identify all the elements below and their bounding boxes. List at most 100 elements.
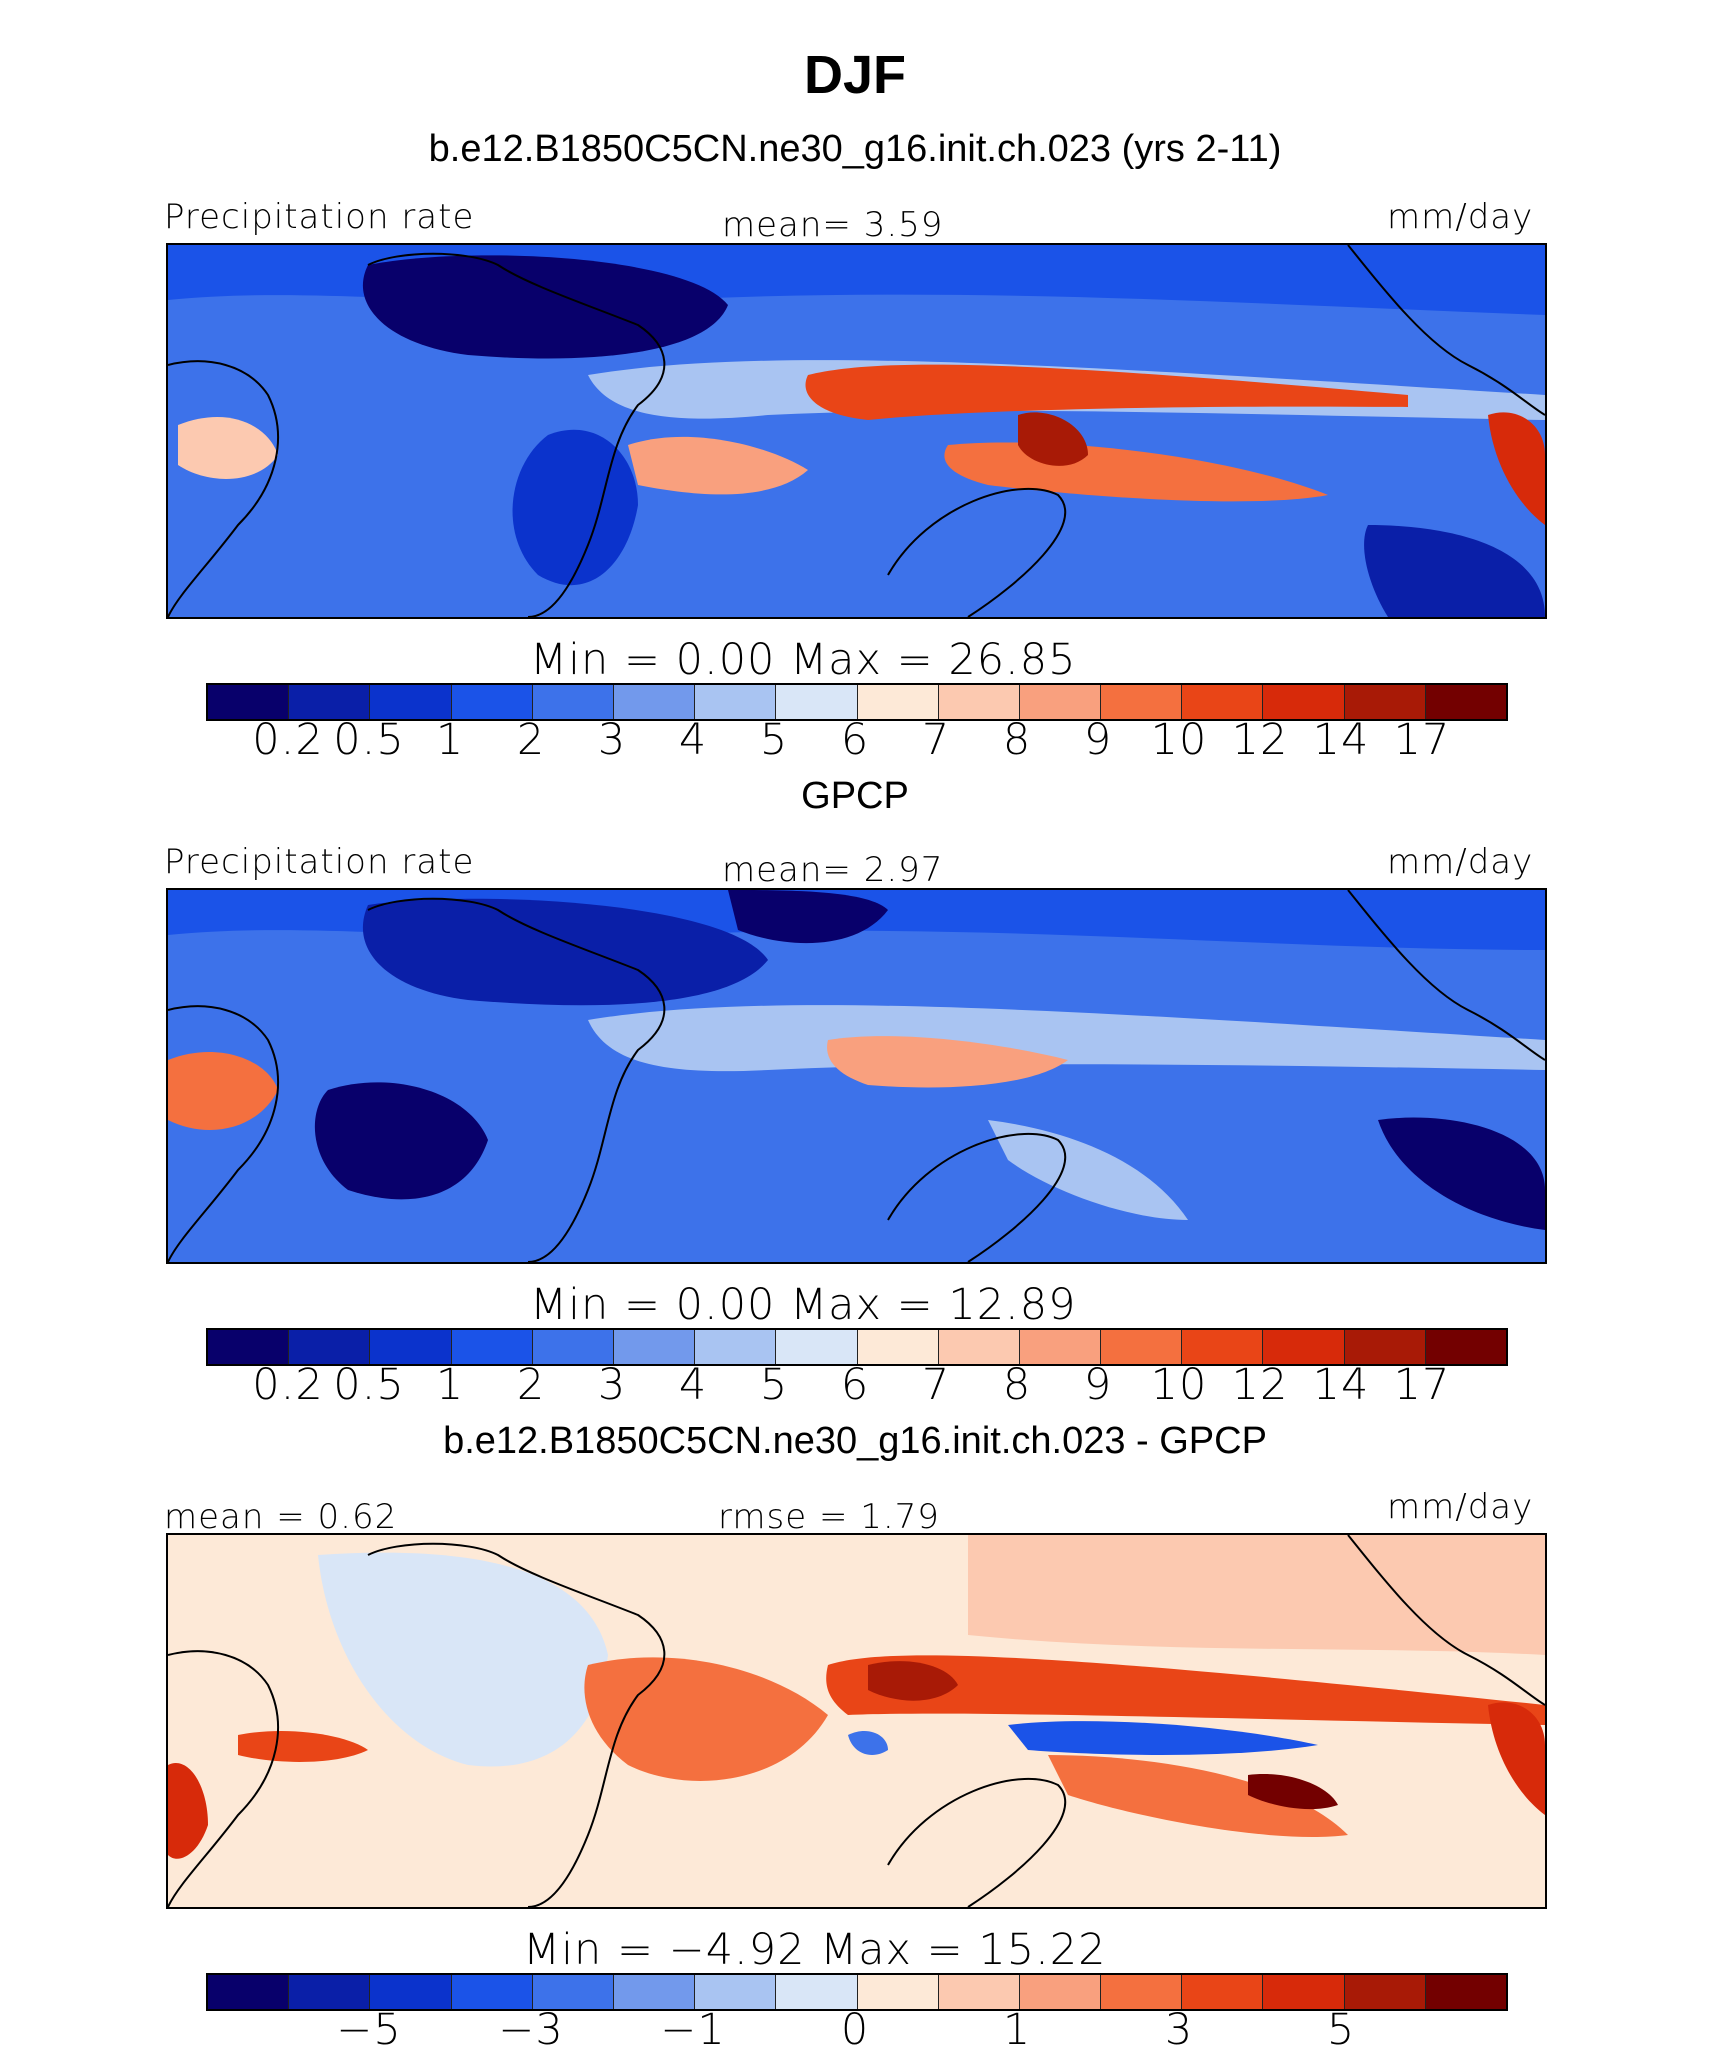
panel-2-arabia-dry [728,890,888,944]
panel-3-coastlines [168,1535,1545,1907]
panel-2-colorbar [206,1328,1508,1366]
panel-3-colorbar [206,1973,1508,2011]
panel-3-maritime-peak [868,1661,958,1701]
colorbar-tick: 17 [1393,1360,1451,1410]
colorbar-tick: 0 [840,2005,870,2055]
panel-3-africa-coast [367,1542,666,1907]
panel-1-coastlines [168,245,1545,617]
panel-3-spcz-wet-bias [1048,1755,1348,1837]
panel-3-spcz-peak [1248,1774,1338,1810]
panel-2-south-america-coast [168,1005,279,1262]
panel-1-colorbar-ticks: 0.2 0.5 1 2 3 4 5 6 7 8 9 10 12 14 17 [0,715,1710,770]
colorbar-segment [1263,1330,1345,1364]
colorbar-segment [1425,1975,1506,2009]
panel-3-sea-dry-spot [848,1730,888,1755]
colorbar-segment [1182,1975,1264,2009]
colorbar-tick: 3 [1164,2005,1194,2055]
colorbar-tick: 4 [678,715,708,765]
colorbar-segment [776,1330,858,1364]
panel-1-units-label: mm/day [1387,197,1534,237]
panel-2-spcz-light [988,1120,1188,1220]
colorbar-tick: 7 [921,1360,951,1410]
colorbar-segment [1101,1330,1183,1364]
colorbar-segment [1425,1330,1506,1364]
colorbar-segment [1101,1975,1183,2009]
panel-2-sahara-dry-zone [362,898,768,1006]
colorbar-segment [1182,685,1264,719]
colorbar-segment [451,685,533,719]
colorbar-segment [1425,685,1506,719]
panel-2-variable-label: Precipitation rate [164,842,475,882]
colorbar-tick: −3 [498,2005,564,2055]
panel-3-north-pacific-wet [968,1535,1545,1655]
colorbar-segment [208,685,290,719]
colorbar-segment [776,1975,858,2009]
panel-2-title: GPCP [801,775,909,817]
colorbar-tick: 2 [516,1360,546,1410]
colorbar-tick: 5 [759,715,789,765]
panel-3-itcz-wet-bias [826,1655,1545,1725]
panel-2-amazon-wet [168,1051,278,1130]
colorbar-segment [451,1330,533,1364]
panel-1-central-america-coast [1347,245,1545,416]
panel-3-mean-label: mean = 0.62 [164,1497,398,1537]
panel-1-wet-band-north [805,364,1408,420]
panel-2-south-atlantic-dry [314,1082,488,1200]
colorbar-tick: 10 [1150,715,1208,765]
panel-3-east-pacific-peak [1488,1702,1545,1815]
colorbar-tick: 10 [1150,1360,1208,1410]
panel-2-australia-coast [887,1132,1067,1262]
colorbar-segment [451,1975,533,2009]
panel-1-southeast-pacific-dry [1364,525,1545,617]
colorbar-tick: 6 [840,1360,870,1410]
panel-3-title: b.e12.B1850C5CN.ne30_g16.init.ch.023 - G… [443,1420,1267,1462]
colorbar-segment [695,1330,777,1364]
colorbar-segment [1344,1330,1426,1364]
panel-1-africa-coast [367,252,666,617]
colorbar-tick: 8 [1002,1360,1032,1410]
panel-1-map-svg [168,245,1545,617]
panel-3-australia-coast [887,1777,1067,1907]
colorbar-segment [532,685,614,719]
panel-2-min-max: Min = 0.00 Max = 12.89 [530,1280,1077,1330]
colorbar-segment [776,685,858,719]
colorbar-segment [370,1330,452,1364]
colorbar-tick: 8 [1002,715,1032,765]
colorbar-segment [1344,1975,1426,2009]
panel-3-south-america-coast [168,1650,279,1907]
panel-2-central-america-coast [1347,890,1545,1061]
panel-1-colorbar [206,683,1508,721]
colorbar-segment [938,685,1020,719]
panel-1-mean-label: mean= 3.59 [722,205,944,245]
colorbar-segment [289,1975,371,2009]
colorbar-segment [208,1975,290,2009]
panel-1-amazon-wet [178,416,278,479]
colorbar-tick: 3 [597,715,627,765]
colorbar-tick: 12 [1231,715,1289,765]
colorbar-segment [613,685,696,719]
panel-2-map [166,888,1547,1264]
panel-1-variable-label: Precipitation rate [164,197,475,237]
panel-3-map [166,1533,1547,1909]
panel-1-sahara-dry-zone [362,255,728,359]
panel-3-min-max: Min = −4.92 Max = 15.22 [523,1925,1107,1975]
colorbar-tick: 12 [1231,1360,1289,1410]
colorbar-tick: 6 [840,715,870,765]
colorbar-segment [613,1330,696,1364]
panel-3-africa-neutral [318,1552,608,1767]
panel-2-mean-label: mean= 2.97 [722,850,944,890]
panel-3-units-label: mm/day [1387,1487,1534,1527]
panel-1-south-america-coast [168,360,279,617]
panel-2-maritime-wet [827,1036,1068,1088]
panel-1-indian-ocean-wet [628,436,808,495]
figure-title: DJF [803,45,906,105]
panel-3-central-america-coast [1347,1535,1545,1706]
panel-2-itcz-band [588,1005,1545,1072]
colorbar-segment [938,1330,1020,1364]
colorbar-tick: 2 [516,715,546,765]
panel-2-units-label: mm/day [1387,842,1534,882]
colorbar-tick: 0.2 [252,1360,324,1410]
colorbar-tick: −5 [336,2005,402,2055]
colorbar-segment [1019,685,1102,719]
panel-1-title: b.e12.B1850C5CN.ne30_g16.init.ch.023 (yr… [428,128,1282,170]
